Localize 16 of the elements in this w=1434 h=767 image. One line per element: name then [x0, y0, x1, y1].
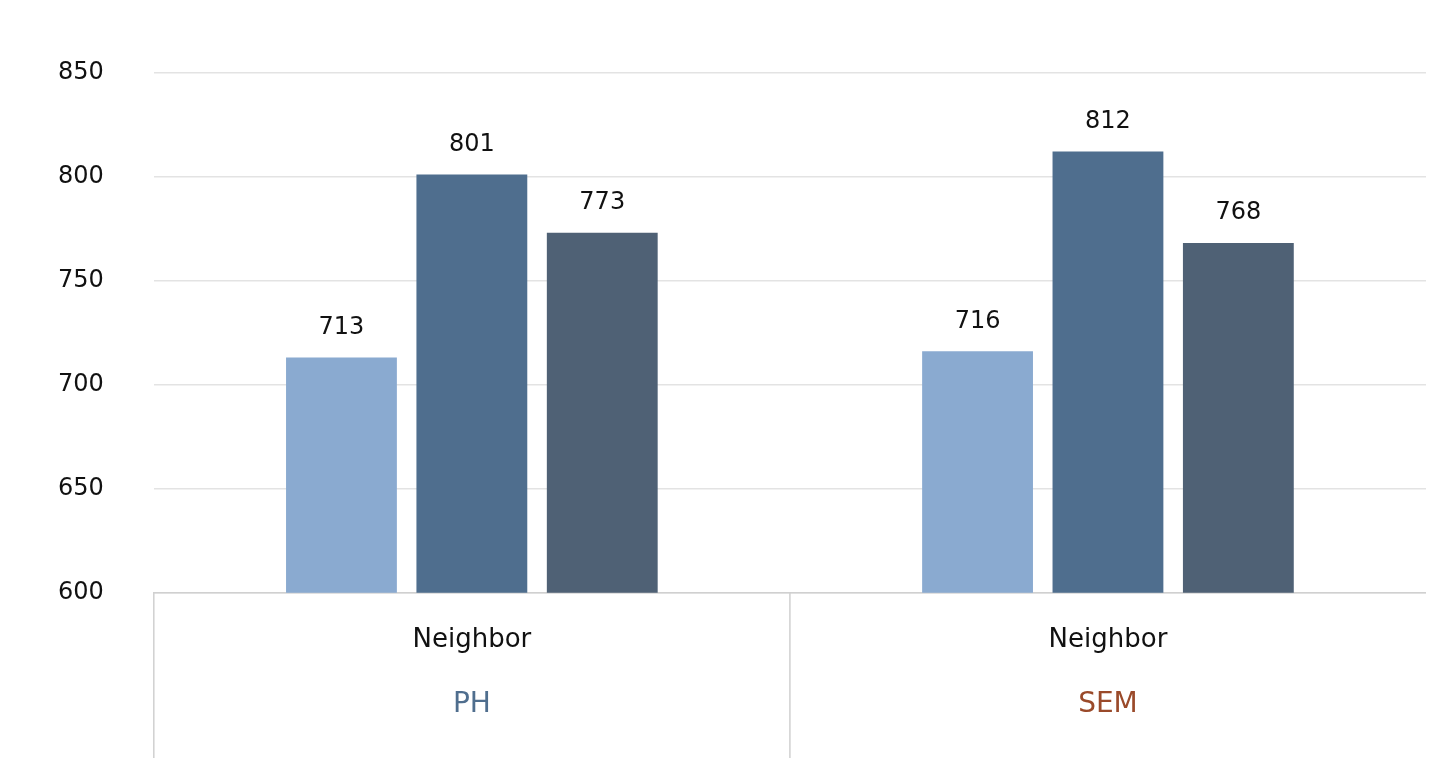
y-tick-label: 700: [58, 368, 104, 397]
y-tick-label: 850: [58, 56, 104, 85]
text: PH: [452, 686, 491, 720]
data-label: 713: [318, 311, 365, 340]
y-tick-label: 800: [58, 160, 104, 189]
data-label: 768: [1215, 197, 1262, 226]
data-label: 716: [954, 305, 1001, 334]
data-label: 773: [579, 186, 626, 215]
text: SEM: [1078, 686, 1138, 720]
y-tick-label: 750: [58, 264, 104, 293]
y-tick-label: 600: [58, 577, 104, 606]
y-tick-label: 650: [58, 472, 104, 501]
data-label: 801: [448, 128, 495, 157]
data-label: 812: [1085, 105, 1131, 134]
x-tick-label: Neighbor: [412, 623, 532, 654]
x-tick-label: Neighbor: [1048, 623, 1168, 654]
